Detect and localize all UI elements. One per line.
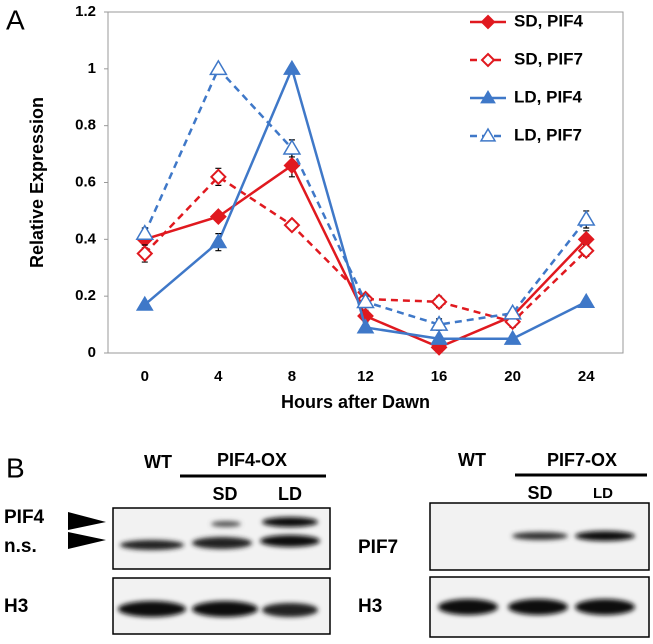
marker — [209, 168, 227, 186]
band — [118, 601, 186, 617]
marker — [576, 209, 596, 226]
marker — [209, 233, 228, 249]
legend-label: LD, PIF7 — [514, 125, 582, 144]
lane-label: SD — [527, 483, 552, 503]
band — [508, 599, 568, 615]
lane-label: LD — [278, 484, 302, 504]
marker — [577, 292, 596, 308]
x-tick-label: 20 — [504, 368, 521, 385]
series-line — [143, 66, 588, 326]
legend-label: LD, PIF4 — [514, 87, 583, 106]
band — [260, 535, 320, 547]
band — [512, 532, 568, 540]
band — [575, 531, 635, 541]
x-tick-label: 0 — [141, 368, 149, 385]
row-label: PIF4 — [4, 507, 45, 528]
band — [192, 537, 252, 549]
lane-label: WT — [144, 452, 172, 472]
marker — [136, 245, 154, 262]
marker — [480, 90, 496, 104]
x-tick-label: 16 — [431, 368, 448, 385]
y-tick-label: 0.8 — [75, 117, 96, 134]
marker — [503, 329, 522, 345]
marker — [283, 59, 301, 75]
x-axis-label: Hours after Dawn — [281, 392, 430, 412]
row-label: PIF7 — [358, 537, 398, 558]
lane-label: LD — [593, 485, 613, 502]
marker — [135, 295, 154, 311]
panel-label: B — [6, 452, 25, 483]
marker — [356, 318, 375, 334]
y-tick-label: 0.6 — [75, 173, 96, 190]
band — [262, 603, 318, 617]
marker — [356, 292, 375, 309]
x-tick-label: 12 — [357, 368, 374, 385]
x-tick-label: 4 — [214, 368, 223, 385]
x-tick-label: 24 — [578, 368, 595, 385]
band — [211, 521, 241, 527]
marker — [577, 242, 595, 260]
marker — [135, 224, 155, 240]
arrowhead — [68, 512, 106, 530]
lane-label: PIF7-OX — [547, 450, 617, 470]
marker — [282, 138, 302, 155]
lane-label: WT — [458, 450, 486, 470]
marker — [283, 216, 301, 234]
marker — [503, 303, 522, 320]
marker — [480, 14, 496, 30]
x-tick-label: 8 — [288, 368, 296, 385]
lane-label: SD — [212, 484, 237, 504]
band — [120, 540, 184, 550]
y-tick-label: 0.4 — [75, 230, 97, 247]
row-label: H3 — [4, 596, 28, 617]
marker — [209, 208, 227, 226]
panel-label: A — [6, 4, 25, 35]
arrowhead — [68, 532, 106, 549]
y-axis-label: Relative Expression — [27, 97, 47, 268]
row-label: n.s. — [4, 536, 37, 557]
y-tick-label: 0 — [88, 344, 96, 361]
band — [262, 517, 318, 527]
band — [575, 599, 635, 615]
marker — [429, 315, 449, 331]
row-label: H3 — [358, 596, 382, 617]
marker — [209, 59, 228, 76]
marker — [430, 293, 448, 311]
lane-label: PIF4-OX — [217, 450, 287, 470]
y-tick-label: 1 — [88, 60, 96, 77]
band — [438, 599, 498, 615]
band — [192, 601, 258, 617]
y-tick-label: 0.2 — [75, 287, 96, 304]
legend-label: SD, PIF7 — [514, 49, 583, 68]
marker — [479, 127, 497, 142]
legend-label: SD, PIF4 — [514, 11, 584, 30]
marker — [430, 329, 448, 345]
marker — [283, 157, 301, 174]
y-tick-label: 1.2 — [75, 3, 96, 20]
marker — [480, 52, 496, 68]
